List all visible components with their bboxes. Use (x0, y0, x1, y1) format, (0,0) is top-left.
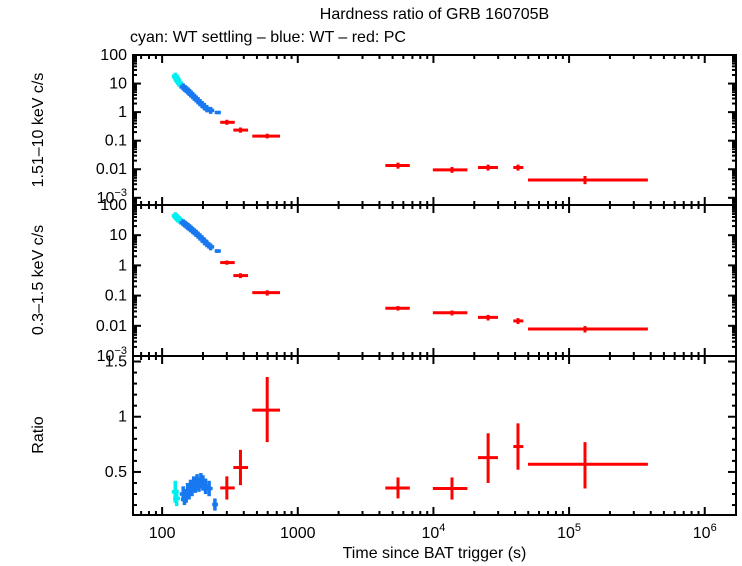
y-tick-label-hard: 10−3 (97, 187, 127, 207)
panel-frame-ratio (132, 355, 737, 516)
y-axis-label-ratio: Ratio (30, 416, 47, 454)
y-tick-label-soft: 0.01 (96, 318, 127, 335)
series-wt-hard (179, 83, 221, 115)
x-tick-label: 104 (421, 522, 445, 542)
x-tick-label: 100 (149, 525, 176, 542)
series-pc-soft (220, 260, 648, 333)
series-wt-soft (179, 219, 221, 253)
y-tick-label-soft: 10−3 (97, 345, 127, 365)
y-tick-label-hard: 0.01 (96, 161, 127, 178)
x-tick-label: 106 (693, 522, 717, 542)
y-tick-label-hard: 10 (109, 76, 127, 93)
y-tick-label-soft: 1 (118, 257, 127, 274)
series-pc-hard (220, 119, 648, 185)
y-tick-label-hard: 0.1 (105, 133, 127, 150)
panel-frame-soft (132, 204, 737, 357)
series-pc-ratio (220, 376, 648, 500)
panel-frame-hard (132, 54, 737, 206)
y-tick-label-soft: 0.1 (105, 288, 127, 305)
series-wt-ratio (179, 473, 218, 511)
x-axis-label: Time since BAT trigger (s) (342, 545, 527, 562)
figure-legend-note: cyan: WT settling – blue: WT – red: PC (130, 29, 406, 46)
y-tick-label-hard: 1 (118, 104, 127, 121)
series-wt-settling-ratio (171, 480, 181, 507)
y-tick-label-ratio: 1.5 (105, 354, 127, 371)
x-tick-label: 105 (557, 522, 581, 542)
figure-title: Hardness ratio of GRB 160705B (319, 6, 550, 23)
x-tick-label: 1000 (280, 525, 316, 542)
y-tick-label-soft: 100 (100, 197, 127, 214)
y-tick-label-ratio: 0.5 (105, 464, 127, 481)
y-tick-label-hard: 100 (100, 47, 127, 64)
y-tick-label-ratio: 1 (118, 409, 127, 426)
y-tick-label-soft: 10 (109, 227, 127, 244)
